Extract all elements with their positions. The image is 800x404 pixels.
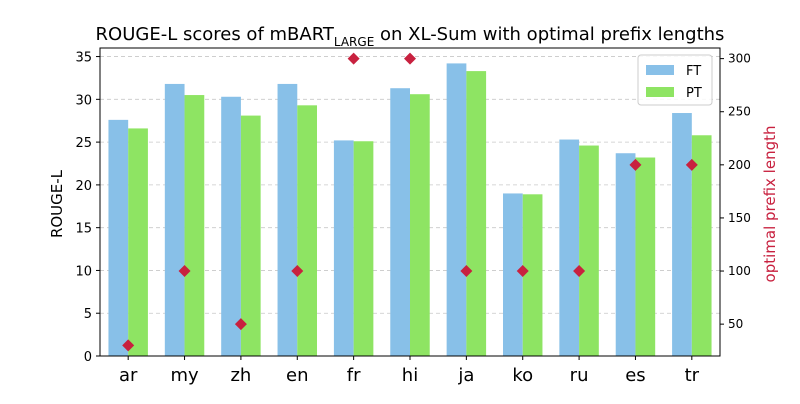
x-tick-label: hi — [402, 365, 418, 386]
prefix-length-marker — [291, 265, 304, 278]
x-tick-label: en — [286, 365, 308, 386]
prefix-length-marker — [122, 339, 135, 352]
prefix-length-marker — [234, 318, 247, 331]
y2-axis-label: optimal prefix length — [761, 126, 779, 283]
legend: FT PT — [637, 54, 713, 106]
x-tick-label: ko — [512, 365, 533, 386]
bars-layer — [108, 63, 712, 357]
x-tick-label: zh — [230, 365, 251, 386]
y2-tick-label: 100 — [728, 264, 751, 278]
y-tick-label: 25 — [75, 136, 92, 151]
bar-ft — [615, 153, 636, 356]
prefix-length-marker — [685, 158, 698, 171]
bar-pt — [522, 194, 543, 356]
legend-swatch-pt — [646, 87, 674, 97]
bar-ft — [108, 119, 129, 356]
y-axis-label: ROUGE-L — [48, 169, 66, 238]
chart-title: ROUGE-L scores of mBARTLARGE on XL-Sum w… — [96, 24, 725, 49]
title-prefix: ROUGE-L scores of mBART — [96, 24, 335, 45]
bar-ft — [446, 63, 467, 357]
prefix-length-marker — [347, 52, 360, 65]
bar-pt — [297, 105, 317, 356]
bar-ft — [277, 83, 298, 356]
bar-pt — [466, 71, 487, 356]
markers-layer — [122, 52, 698, 352]
prefix-length-marker — [178, 265, 191, 278]
x-tick-label: tr — [685, 365, 700, 386]
legend-label-pt: PT — [686, 86, 702, 101]
x-tick-label: ru — [570, 365, 589, 386]
bar-pt — [410, 94, 430, 356]
y-tick-label: 30 — [75, 93, 92, 108]
prefix-length-marker — [516, 265, 529, 278]
x-tick-label: ja — [457, 365, 474, 386]
prefix-length-marker — [573, 265, 586, 278]
y2-tick-label: 250 — [728, 105, 751, 119]
bar-pt — [579, 145, 599, 356]
title-subscript: LARGE — [334, 35, 374, 49]
prefix-length-marker — [629, 158, 642, 171]
x-tick-label: es — [625, 365, 645, 386]
axes-layer: 0 5 10 15 20 25 30 35 50 100 150 200 250 300 ar my zh en f… — [75, 47, 751, 386]
legend-swatch-ft — [646, 65, 674, 75]
bar-pt — [240, 115, 261, 356]
y-tick-label: 35 — [75, 51, 92, 66]
prefix-length-marker — [404, 52, 416, 65]
bar-ft — [503, 193, 523, 356]
bar-ft — [390, 88, 410, 356]
title-suffix: on XL-Sum with optimal prefix lengths — [374, 24, 724, 45]
y2-tick-label: 200 — [728, 158, 751, 172]
y-tick-label: 20 — [75, 179, 92, 194]
bar-pt — [353, 141, 374, 356]
y-tick-label: 10 — [75, 264, 92, 279]
y-tick-label: 15 — [75, 222, 92, 237]
bar-ft — [164, 83, 185, 356]
x-tick-label: fr — [347, 365, 361, 386]
bar-pt — [184, 95, 205, 357]
y-tick-label: 5 — [84, 307, 92, 322]
bar-ft — [333, 140, 354, 356]
x-tick-label: my — [170, 365, 199, 386]
bar-ft — [221, 96, 241, 357]
bar-pt — [635, 157, 656, 356]
x-tick-label: ar — [119, 365, 138, 386]
y2-tick-label: 300 — [728, 52, 751, 66]
bar-ft — [672, 113, 692, 357]
y-tick-label: 0 — [84, 350, 92, 365]
bar-ft — [559, 139, 580, 356]
y2-tick-label: 150 — [728, 211, 751, 225]
prefix-length-marker — [460, 265, 473, 278]
bar-pt — [128, 128, 148, 356]
legend-label-ft: FT — [686, 64, 701, 79]
y2-tick-label: 50 — [728, 317, 743, 331]
bar-pt — [691, 135, 712, 356]
